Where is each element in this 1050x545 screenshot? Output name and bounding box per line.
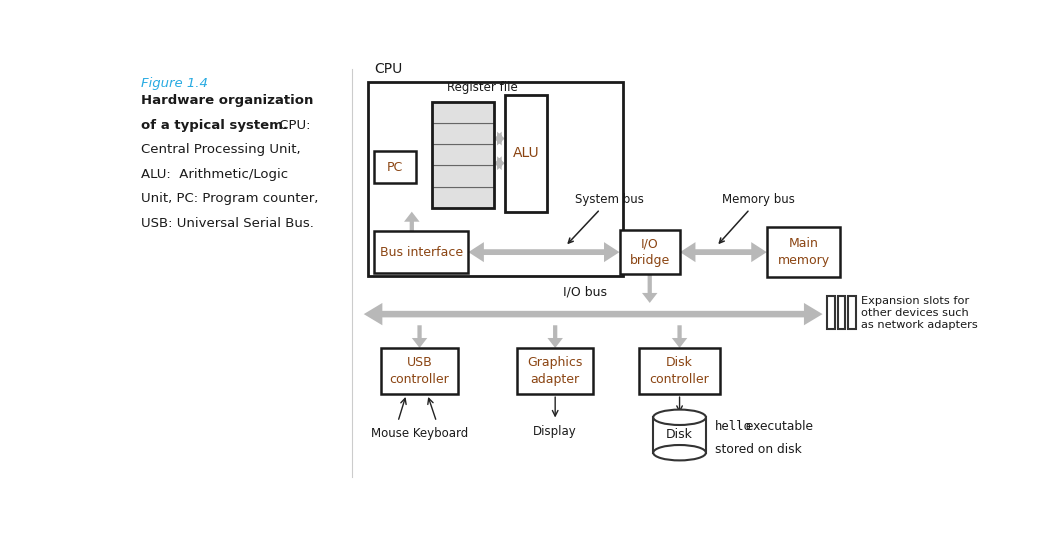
- Ellipse shape: [653, 410, 706, 425]
- Text: Graphics
adapter: Graphics adapter: [527, 356, 583, 386]
- Bar: [381, 348, 458, 394]
- Bar: [505, 95, 547, 211]
- Text: Mouse Keyboard: Mouse Keyboard: [371, 427, 468, 439]
- Text: I/O
bridge: I/O bridge: [630, 237, 670, 267]
- Bar: [374, 231, 468, 273]
- Bar: [620, 230, 680, 274]
- Bar: [374, 151, 417, 183]
- Bar: [432, 123, 493, 144]
- Bar: [432, 101, 493, 208]
- Text: Hardware organization: Hardware organization: [142, 94, 314, 107]
- Polygon shape: [672, 325, 688, 348]
- Bar: [368, 82, 624, 276]
- Text: Register file: Register file: [447, 81, 519, 94]
- Text: USB: Universal Serial Bus.: USB: Universal Serial Bus.: [142, 217, 314, 230]
- Bar: [838, 296, 845, 329]
- Polygon shape: [363, 303, 822, 325]
- Text: Display: Display: [533, 425, 578, 438]
- Polygon shape: [642, 274, 657, 303]
- Bar: [432, 144, 493, 165]
- Text: hello: hello: [715, 420, 752, 433]
- Text: Expansion slots for
other devices such
as network adapters: Expansion slots for other devices such a…: [861, 296, 978, 330]
- Text: PC: PC: [387, 161, 403, 173]
- Text: Bus interface: Bus interface: [379, 246, 463, 259]
- Text: Unit, PC: Program counter,: Unit, PC: Program counter,: [142, 192, 319, 205]
- Polygon shape: [547, 325, 563, 348]
- Text: I/O bus: I/O bus: [563, 286, 607, 299]
- Text: Figure 1.4: Figure 1.4: [142, 77, 208, 90]
- Bar: [432, 101, 493, 123]
- Text: Central Processing Unit,: Central Processing Unit,: [142, 143, 301, 156]
- Polygon shape: [494, 132, 505, 146]
- Text: CPU: CPU: [374, 62, 402, 76]
- Text: executable: executable: [742, 420, 813, 433]
- Polygon shape: [404, 211, 420, 268]
- Polygon shape: [494, 156, 505, 170]
- Text: of a typical system.: of a typical system.: [142, 118, 289, 131]
- Bar: [653, 417, 706, 453]
- Bar: [638, 348, 720, 394]
- Text: System bus: System bus: [568, 193, 644, 243]
- Bar: [518, 348, 593, 394]
- Polygon shape: [680, 242, 766, 262]
- Bar: [766, 227, 840, 277]
- Polygon shape: [412, 325, 427, 348]
- Polygon shape: [468, 242, 620, 262]
- Text: Disk
controller: Disk controller: [650, 356, 710, 386]
- Bar: [432, 165, 493, 186]
- Text: ALU: ALU: [512, 146, 540, 160]
- Bar: [432, 186, 493, 208]
- Text: USB
controller: USB controller: [390, 356, 449, 386]
- Text: Disk: Disk: [666, 428, 693, 441]
- Bar: [848, 296, 856, 329]
- Bar: [827, 296, 835, 329]
- Text: stored on disk: stored on disk: [715, 444, 802, 457]
- Text: ALU:  Arithmetic/Logic: ALU: Arithmetic/Logic: [142, 168, 289, 181]
- Text: Main
memory: Main memory: [777, 237, 830, 267]
- Text: Memory bus: Memory bus: [719, 193, 795, 243]
- Ellipse shape: [653, 445, 706, 461]
- Text: CPU:: CPU:: [275, 118, 310, 131]
